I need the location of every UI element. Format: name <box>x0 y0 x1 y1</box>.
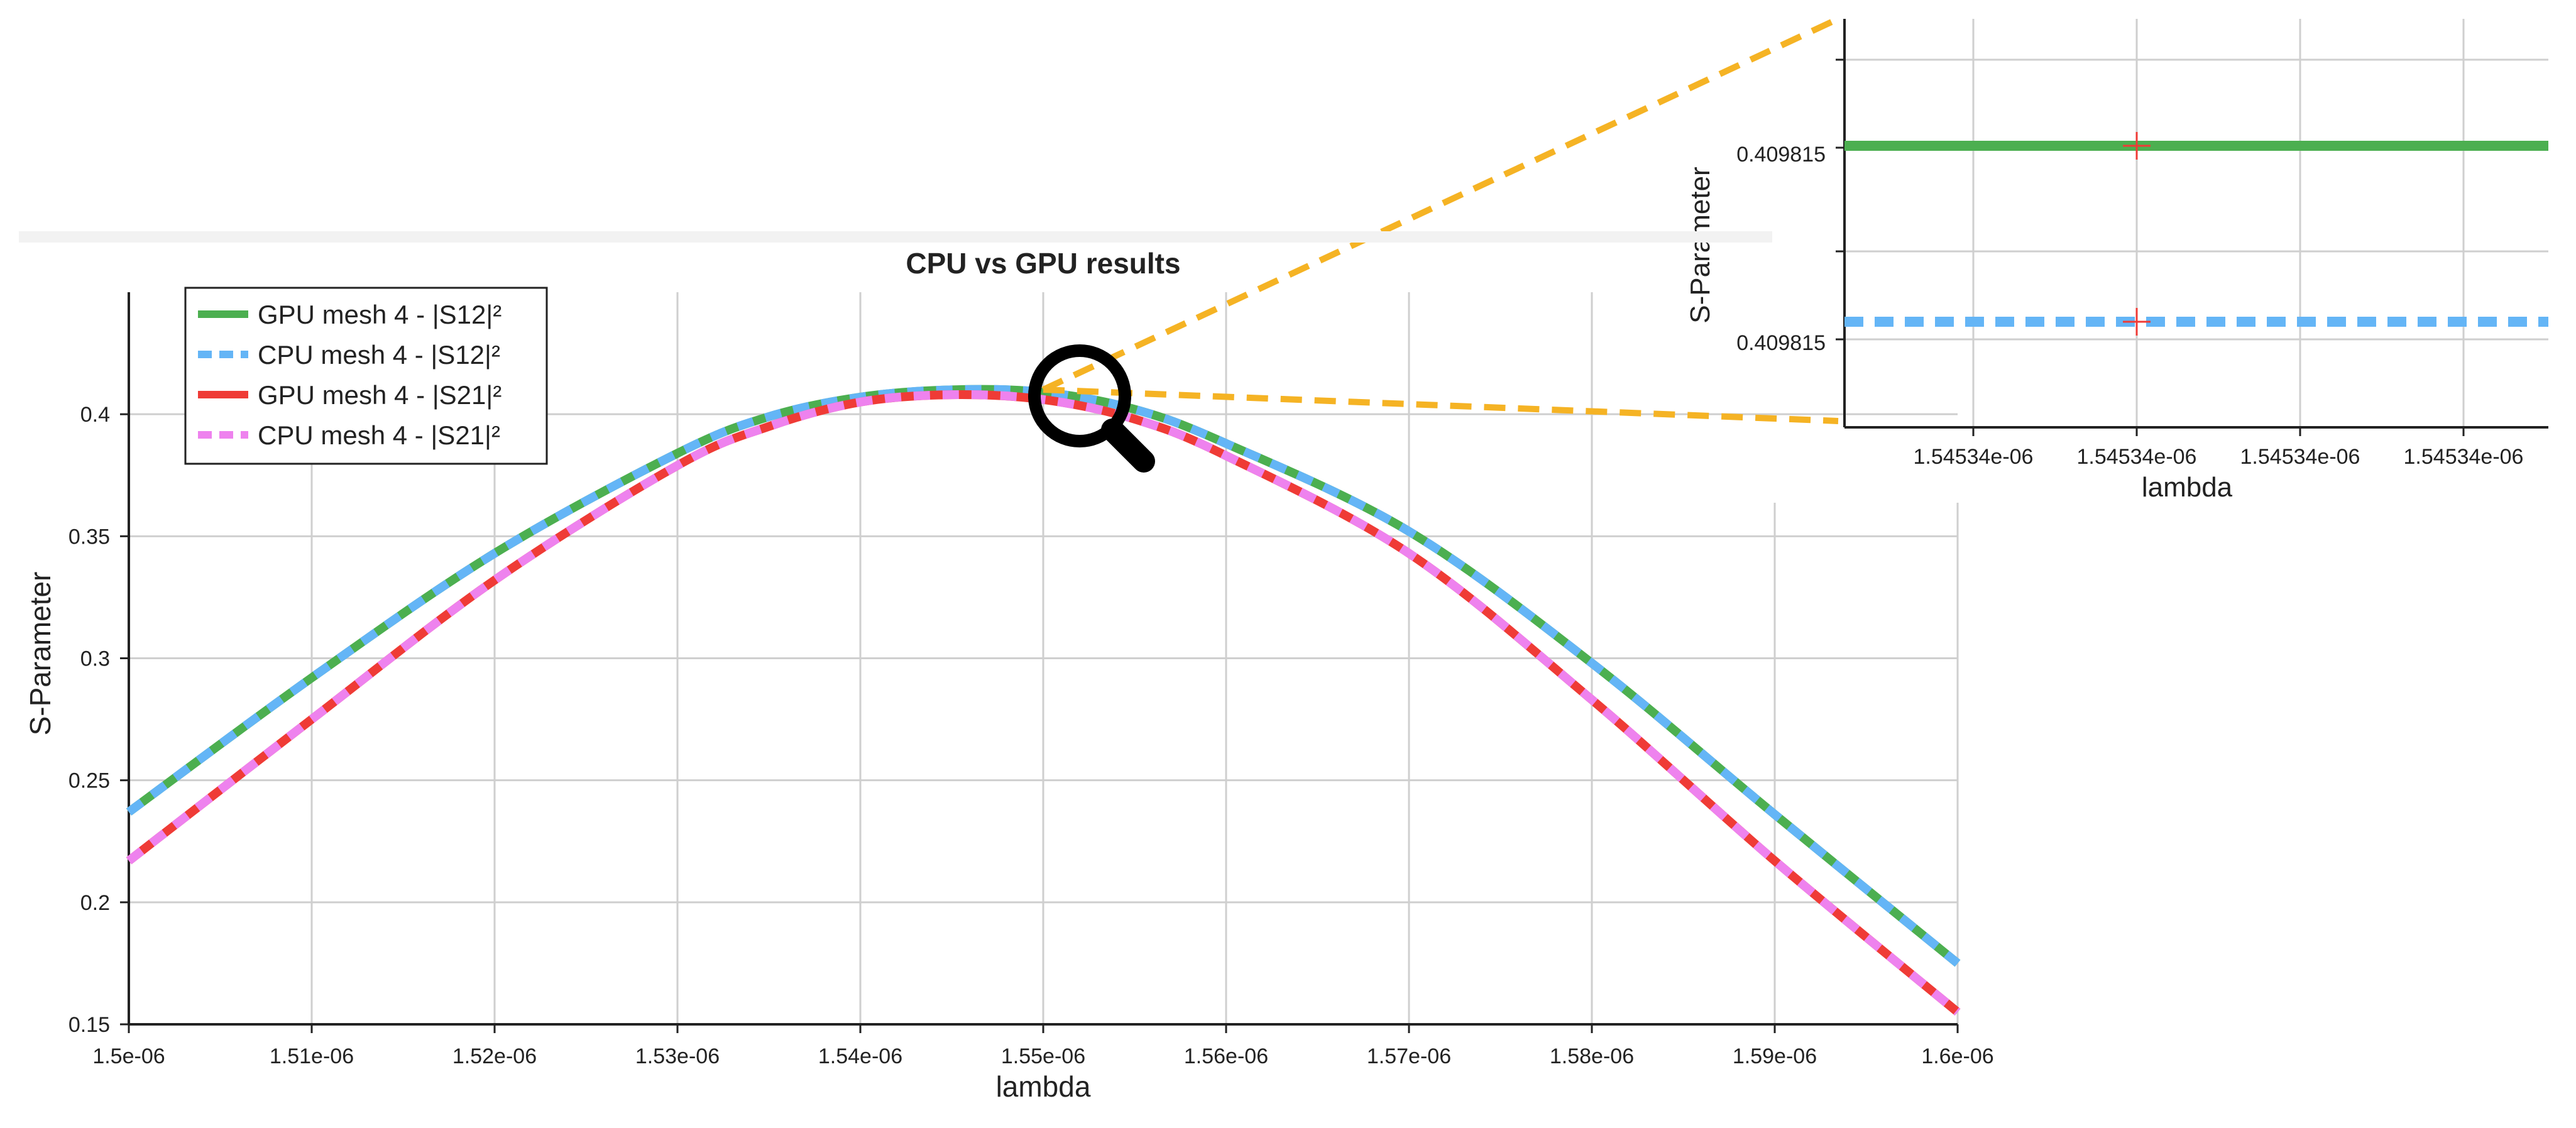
inset-gridlines <box>1844 19 2548 427</box>
y-tick-label: 0.2 <box>80 891 110 915</box>
inset-y-tick-labels: 0.409815 0.409815 <box>1736 143 1826 355</box>
legend: GPU mesh 4 - |S12|² CPU mesh 4 - |S12|² GP… <box>184 287 548 465</box>
x-tick-label: 1.57e-06 <box>1367 1044 1451 1068</box>
x-tick-label: 1.55e-06 <box>1001 1044 1085 1068</box>
y-axis-label: S-Parameter <box>24 572 57 736</box>
inset-x-tick-label: 1.54534e-06 <box>1914 445 2034 469</box>
inset-x-tick-label: 1.54534e-06 <box>2077 445 2197 469</box>
callout-line-lower <box>1043 386 1839 424</box>
callout-line-upper <box>1041 16 1840 393</box>
x-tick-label: 1.51e-06 <box>270 1044 354 1068</box>
legend-label: CPU mesh 4 - |S12|² <box>258 340 500 370</box>
y-tick-label: 0.15 <box>69 1013 110 1037</box>
legend-label: GPU mesh 4 - |S21|² <box>258 380 501 410</box>
magnifying-glass-icon <box>1028 344 1155 473</box>
x-tick-label: 1.53e-06 <box>635 1044 720 1068</box>
inset-series-group <box>1844 132 2548 336</box>
x-tick-label: 1.56e-06 <box>1184 1044 1268 1068</box>
inset-y-axis-label: S-Parameter <box>1685 167 1716 323</box>
main-y-tick-labels: 0.15 0.2 0.25 0.3 0.35 0.4 <box>69 403 110 1037</box>
x-tick-label: 1.59e-06 <box>1733 1044 1817 1068</box>
zoom-callout-lines <box>1041 16 1840 424</box>
inset-x-tick-label: 1.54534e-06 <box>2404 445 2524 469</box>
main-series-group <box>126 385 1961 1016</box>
inset-y-tick-label: 0.409815 <box>1736 143 1826 167</box>
inset-x-axis-label: lambda <box>2142 472 2233 503</box>
y-tick-label: 0.35 <box>69 525 110 549</box>
y-tick-label: 0.25 <box>69 769 110 793</box>
inset-x-tick-labels: 1.54534e-06 1.54534e-06 1.54534e-06 1.54534… <box>1914 445 2524 469</box>
panel-divider <box>19 231 1772 243</box>
main-axes <box>120 292 1959 1033</box>
x-tick-label: 1.52e-06 <box>452 1044 537 1068</box>
main-x-tick-labels: 1.5e-06 1.51e-06 1.52e-06 1.53e-06 1.54e-06 1… <box>92 1044 1993 1068</box>
x-tick-label: 1.6e-06 <box>1921 1044 1993 1068</box>
x-axis-label: lambda <box>996 1070 1091 1103</box>
chart-title: CPU vs GPU results <box>906 247 1180 280</box>
x-tick-label: 1.58e-06 <box>1550 1044 1634 1068</box>
y-tick-label: 0.3 <box>80 647 110 671</box>
x-tick-label: 1.54e-06 <box>818 1044 902 1068</box>
legend-label: GPU mesh 4 - |S12|² <box>258 300 501 329</box>
legend-label: CPU mesh 4 - |S21|² <box>258 420 500 450</box>
x-tick-label: 1.5e-06 <box>92 1044 165 1068</box>
series-line-2 <box>126 385 1961 967</box>
y-tick-label: 0.4 <box>80 403 110 427</box>
series-line-4 <box>126 390 1961 1016</box>
inset-y-tick-label: 0.409815 <box>1736 331 1826 355</box>
inset-axes <box>1836 19 2548 436</box>
inset-x-tick-label: 1.54534e-06 <box>2240 445 2360 469</box>
